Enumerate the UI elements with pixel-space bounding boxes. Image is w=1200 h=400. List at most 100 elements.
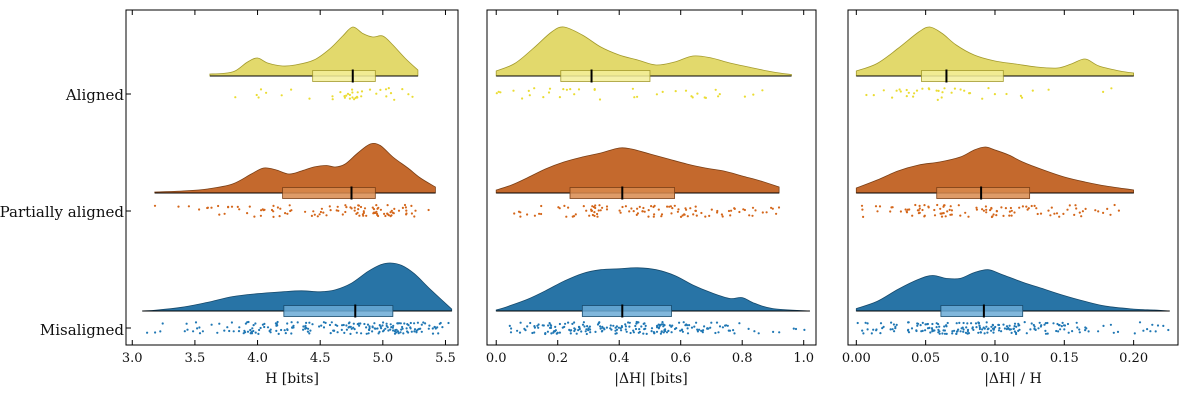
rain-point	[943, 332, 947, 335]
rain-point	[997, 329, 1001, 332]
rain-point	[970, 322, 973, 325]
rain-point	[634, 324, 637, 328]
rain-point	[591, 205, 594, 208]
rain-point	[921, 329, 924, 332]
rain-point	[308, 321, 311, 324]
rain-point	[968, 92, 971, 95]
rain-point	[693, 325, 696, 328]
rain-point	[751, 206, 755, 209]
rain-point	[437, 332, 440, 335]
rain-point	[345, 94, 348, 97]
rain-point	[348, 321, 351, 324]
rain-point	[1030, 322, 1033, 325]
rain-point	[396, 322, 399, 325]
rain-point	[695, 214, 698, 217]
rain-point	[567, 206, 570, 209]
rain-point	[353, 98, 356, 101]
density-cloud	[855, 26, 1134, 77]
rain-point	[708, 214, 711, 217]
rain-point	[894, 327, 897, 330]
rain-point	[1047, 88, 1050, 91]
rain-point	[941, 332, 944, 335]
rain-point	[951, 330, 954, 333]
rain-point	[564, 322, 567, 325]
rain-point	[185, 322, 188, 325]
rain-point	[632, 331, 636, 334]
rain-point	[1008, 214, 1011, 217]
rain-point	[223, 329, 226, 332]
rain-point	[236, 205, 239, 208]
rain-point	[761, 211, 764, 214]
rain-point	[587, 329, 590, 332]
rain-point	[620, 326, 624, 329]
rain-point	[558, 96, 562, 99]
rain-point	[351, 91, 354, 94]
x-axis-label: |ΔH| / H	[984, 371, 1042, 387]
density-cloud	[154, 142, 436, 194]
rain-point	[286, 212, 289, 215]
rain-point	[1052, 322, 1055, 325]
rain-point	[198, 326, 201, 329]
rain-point	[709, 326, 712, 329]
rain-point	[594, 204, 597, 207]
rain-point	[402, 332, 405, 335]
rain-point	[930, 327, 934, 330]
rain-point	[726, 324, 729, 327]
rain-point	[677, 208, 680, 211]
rain-point	[527, 89, 530, 92]
rain-point	[937, 89, 940, 92]
rain-point	[329, 332, 332, 335]
rain-point	[1085, 327, 1088, 330]
rain-point	[226, 326, 229, 329]
rain-point	[1113, 203, 1116, 207]
rain-point	[1087, 330, 1090, 333]
rain-point	[427, 327, 430, 330]
rain-point	[246, 330, 250, 333]
rain-point	[1020, 96, 1024, 99]
rain-point	[661, 90, 664, 93]
rain-point	[384, 327, 387, 330]
rain-point	[984, 205, 988, 208]
rain-point	[742, 208, 745, 211]
rain-point	[413, 215, 416, 218]
rain-point	[637, 321, 640, 324]
rain-point	[938, 325, 941, 328]
rain-point	[331, 98, 334, 101]
rain-point	[761, 89, 764, 92]
rain-point	[308, 332, 311, 335]
rain-point	[410, 212, 413, 215]
rain-point	[636, 207, 639, 210]
rain-point	[290, 88, 293, 91]
rain-point	[340, 328, 343, 331]
rain-point	[218, 213, 221, 216]
rain-point	[1025, 332, 1028, 335]
rain-point	[1063, 328, 1066, 331]
rain-point	[953, 87, 957, 90]
rain-point	[276, 206, 279, 209]
rain-point	[985, 208, 988, 211]
rain-point	[666, 205, 669, 208]
rain-point	[700, 211, 703, 215]
rain-point	[914, 203, 917, 207]
rain-point	[1084, 207, 1087, 210]
rain-point	[1037, 327, 1040, 330]
rain-point	[582, 205, 585, 208]
rain-point	[355, 331, 358, 334]
rain-point	[652, 215, 655, 218]
rain-point	[727, 329, 730, 332]
rain-point	[584, 330, 587, 333]
rain-point	[288, 204, 291, 207]
rain-point	[367, 328, 371, 331]
rain-point	[392, 324, 395, 327]
rain-point	[336, 331, 339, 334]
rain-point	[254, 322, 257, 325]
rain-point	[931, 322, 934, 326]
rain-point	[389, 211, 392, 214]
rain-point	[574, 213, 577, 216]
rain-point	[588, 325, 592, 328]
rain-point	[684, 89, 688, 92]
rain-point	[975, 326, 978, 329]
rain-point	[872, 328, 875, 331]
rain-point	[351, 88, 354, 91]
